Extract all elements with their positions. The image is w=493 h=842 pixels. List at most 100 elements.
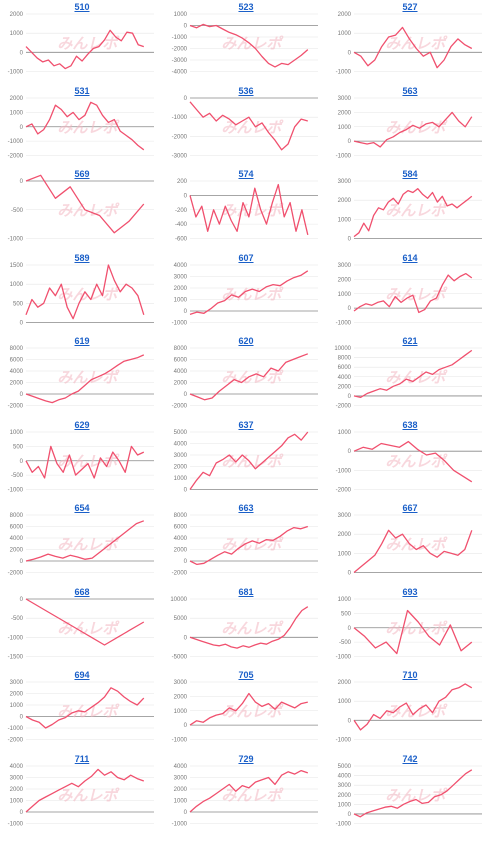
y-tick-label: -1000 [8,70,24,76]
chart-title-link[interactable]: 531 [74,85,90,96]
y-tick-label: 2000 [10,692,24,698]
series-line [189,183,309,236]
chart-title-link[interactable]: 663 [238,503,254,513]
watermark-logo: みんレポ [221,285,284,303]
line-chart: -2000 0 2000 4000 6000 8000 みんレポ [172,513,318,577]
chart-panel-563: -1000 0 1000 2000 3000 みんレポ 563 [328,86,492,170]
chart-title-link[interactable]: 629 [74,419,90,430]
y-tick-label: 4000 [10,369,24,375]
line-chart: -1000 -500 0 みんレポ [8,174,154,243]
chart-title-link[interactable]: 523 [238,2,254,12]
chart-panel-693: -1000 -500 0 500 1000 みんレポ 693 [328,587,492,671]
chart-title-link[interactable]: 710 [402,670,418,680]
y-tick-label: 0 [348,571,352,577]
chart-panel-584: 0 1000 2000 3000 みんレポ 584 [328,169,492,253]
chart-title-link[interactable]: 694 [74,670,90,680]
chart-title-link[interactable]: 668 [74,586,90,597]
line-chart: 0 1000 2000 3000 4000 5000 みんレポ [174,430,318,493]
line-chart: -1000 0 1000 2000 3000 4000 みんレポ [172,764,318,827]
chart-title-link[interactable]: 729 [238,753,254,764]
y-tick-label: -1000 [8,635,24,641]
series-line [25,445,145,479]
y-tick-label: 2000 [174,787,188,793]
chart-title-link[interactable]: 527 [402,2,418,12]
watermark-logo: みんレポ [221,202,284,220]
watermark-logo: みんレポ [57,703,120,721]
watermark-logo: みんレポ [385,536,448,554]
y-tick-label: 2000 [10,12,24,18]
chart-title-link[interactable]: 711 [74,753,90,764]
chart-panel-742: -1000 0 1000 2000 3000 4000 5000 みんレポ 742 [328,754,492,838]
chart-title-link[interactable]: 638 [402,419,418,430]
chart-panel-620: -2000 0 2000 4000 6000 8000 みんレポ 620 [164,336,328,420]
chart-title-link[interactable]: 510 [74,2,90,12]
y-tick-label: 0 [184,24,188,30]
y-tick-label: -1000 [336,468,352,474]
chart-title-link[interactable]: 584 [402,169,418,179]
y-tick-label: 4000 [10,764,24,770]
chart-panel-569: -1000 -500 0 みんレポ 569 [0,169,164,253]
y-tick-label: 1000 [174,798,188,804]
watermark-logo: みんレポ [385,369,448,387]
y-tick-label: 1000 [10,430,24,436]
y-tick-label: -1000 [336,70,352,76]
chart-title-link[interactable]: 536 [238,85,254,96]
y-tick-label: 2000 [338,277,352,283]
y-tick-label: -3000 [172,58,188,64]
y-tick-label: -600 [175,237,188,243]
series-line [189,769,309,812]
chart-title-link[interactable]: 667 [402,503,418,513]
chart-panel-705: -1000 0 1000 2000 3000 みんレポ 705 [164,670,328,754]
y-tick-label: -1000 [336,320,352,326]
watermark-logo: みんレポ [221,786,284,804]
y-tick-label: 4000 [174,536,188,542]
y-tick-label: 0 [20,559,24,565]
chart-title-link[interactable]: 620 [238,336,254,346]
chart-title-link[interactable]: 619 [74,336,90,346]
y-tick-label: 3000 [10,680,24,686]
y-tick-label: -500 [11,208,24,214]
chart-title-link[interactable]: 574 [238,169,254,179]
chart-title-link[interactable]: 607 [238,252,254,263]
chart-title-link[interactable]: 589 [74,252,90,263]
series-line [353,111,473,148]
chart-title-link[interactable]: 742 [402,753,418,764]
y-tick-label: 0 [20,320,24,326]
y-tick-label: 1000 [10,31,24,37]
line-chart: 0 1000 2000 3000 みんレポ [338,513,482,577]
chart-title-link[interactable]: 569 [74,169,90,179]
y-tick-label: 0 [184,635,188,641]
y-tick-label: 1000 [338,551,352,557]
chart-title-link[interactable]: 614 [402,252,418,263]
y-tick-label: -200 [175,208,188,214]
watermark-logo: みんレポ [385,285,448,303]
y-tick-label: 0 [20,392,24,398]
y-tick-label: 6000 [10,358,24,364]
y-tick-label: -1000 [8,726,24,732]
y-tick-label: 3000 [174,680,188,686]
y-tick-label: -2000 [336,404,352,410]
line-chart: -1000 0 1000 2000 みんレポ [336,12,482,76]
y-tick-label: -1000 [336,738,352,744]
watermark-logo: みんレポ [385,35,448,53]
line-chart: -1000 0 1000 2000 3000 4000 5000 みんレポ [336,764,482,827]
line-chart: -2000 0 2000 4000 6000 8000 10000 みんレポ [334,346,482,410]
series-line [25,597,145,646]
chart-title-link[interactable]: 693 [402,586,418,597]
watermark-logo: みんレポ [385,452,448,470]
y-tick-label: -1000 [336,153,352,159]
chart-title-link[interactable]: 681 [238,586,254,597]
chart-title-link[interactable]: 621 [402,336,418,346]
chart-title-link[interactable]: 654 [74,503,90,513]
y-tick-label: 3000 [338,513,352,519]
chart-title-link[interactable]: 637 [238,419,254,430]
y-tick-label: 2000 [338,110,352,116]
line-chart: -2000 0 2000 4000 6000 8000 みんレポ [8,513,154,577]
chart-title-link[interactable]: 705 [238,670,254,680]
y-tick-label: 2000 [338,680,352,686]
series-line [189,100,308,150]
chart-panel-637: 0 1000 2000 3000 4000 5000 みんレポ 637 [164,420,328,504]
chart-title-link[interactable]: 563 [402,85,418,96]
y-tick-label: 1000 [174,709,188,715]
